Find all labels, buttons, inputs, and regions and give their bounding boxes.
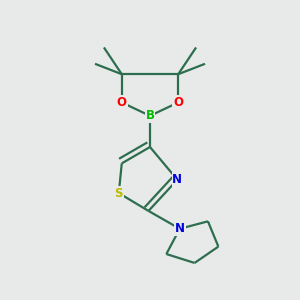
Text: O: O <box>117 96 127 109</box>
Text: N: N <box>172 173 182 186</box>
Text: B: B <box>146 109 154 122</box>
Text: N: N <box>175 222 185 235</box>
Text: S: S <box>115 187 123 200</box>
Text: O: O <box>173 96 183 109</box>
